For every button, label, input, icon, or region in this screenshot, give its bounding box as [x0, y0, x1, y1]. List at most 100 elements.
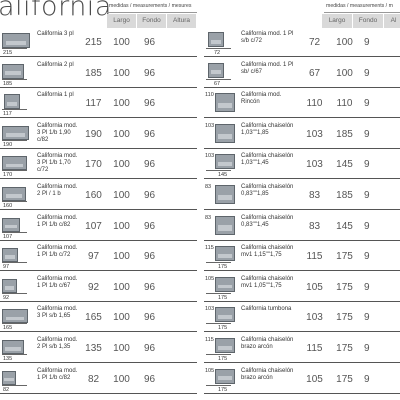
- sofa-icon: [2, 125, 29, 140]
- value-fondo: 100: [107, 303, 135, 332]
- model-name: California mod. 1 Pl s/b c/72: [237, 28, 299, 56]
- model-name: California mod. 3 Pl s/b 1,65: [33, 303, 79, 332]
- value-altura: 96: [135, 89, 163, 118]
- table-row: 97 California mod. 1 Pl 1/b c/72 97 100 96: [0, 242, 197, 272]
- sofa-thumbnail: 165: [0, 303, 33, 331]
- value-fondo: 145: [329, 211, 359, 240]
- sofa-icon: [215, 246, 235, 262]
- model-name: California mod. 1 Pl 1/b c/82: [33, 211, 79, 240]
- value-fondo: 100: [107, 364, 135, 393]
- model-name: California chaiselón mv1 1,05""1,75: [237, 272, 299, 301]
- width-dimension-line: [2, 231, 27, 233]
- thumb-width-label: 175: [218, 386, 228, 393]
- sofa-icon: [215, 338, 235, 353]
- value-fondo: 100: [107, 334, 135, 362]
- sofa-icon: [208, 62, 224, 78]
- model-name: California mod. 1 Pl 1/b c/82: [33, 364, 79, 393]
- sofa-thumbnail: 82: [0, 365, 33, 393]
- value-largo: 83: [299, 211, 329, 240]
- table-row: 175 115 California chaiselón mv1 1,15""1,7…: [204, 242, 400, 272]
- value-largo: 103: [299, 303, 329, 332]
- width-dimension-line: [206, 323, 231, 325]
- sofa-thumbnail: 92: [0, 273, 33, 301]
- value-altura: 96: [135, 364, 163, 393]
- model-name: California 1 pl: [33, 89, 79, 118]
- model-name: California mod. 1 Pl 1/b c/67: [33, 272, 79, 301]
- value-largo: 105: [299, 364, 329, 393]
- thumb-width-label: 67: [214, 80, 221, 87]
- thumb-width-label: 185: [3, 80, 13, 87]
- width-dimension-line: [206, 354, 231, 355]
- value-largo: 160: [79, 181, 107, 209]
- thumb-width-label: 215: [3, 50, 13, 56]
- sofa-thumbnail: 145 103: [204, 150, 237, 178]
- table-row: 92 California mod. 1 Pl 1/b c/67 92 100 96: [0, 272, 197, 302]
- col-largo: Largo: [107, 14, 137, 28]
- value-largo: 115: [299, 334, 329, 362]
- sofa-thumbnail: 97: [0, 242, 33, 270]
- value-largo: 107: [79, 211, 107, 240]
- thumb-depth-label: 103: [205, 153, 215, 160]
- sofa-thumbnail: 175 105: [204, 273, 237, 301]
- col-largo-right: Largo: [322, 14, 353, 28]
- table-row: 135 California mod. 2 Pl s/b 1,35 135 100 96: [0, 334, 197, 363]
- width-dimension-line: [206, 262, 231, 264]
- width-dimension-line: [2, 139, 27, 141]
- sofa-icon: [4, 94, 20, 110]
- sofa-icon: [2, 340, 24, 354]
- value-fondo: 100: [107, 211, 135, 240]
- value-fondo: 100: [107, 58, 135, 87]
- sofa-icon: [208, 32, 224, 47]
- sofa-thumbnail: 72: [204, 28, 237, 56]
- value-altura: 96: [135, 181, 163, 209]
- value-fondo: 100: [107, 242, 135, 271]
- value-largo: 105: [299, 272, 329, 301]
- model-name: California chaiselón 1,03""1,85: [237, 119, 299, 148]
- table-row: 67 California mod. 1 Pl sb/ c/67 67 100 9: [204, 58, 400, 88]
- sofa-thumbnail: 215: [0, 28, 33, 56]
- value-fondo: 100: [329, 28, 359, 56]
- value-fondo: 110: [329, 89, 359, 118]
- page-title: alifornia: [0, 0, 112, 22]
- table-row: 107 California mod. 1 Pl 1/b c/82 107 100 96: [0, 211, 197, 241]
- thumb-depth-label: 83: [205, 214, 212, 221]
- model-name: California tumbona: [237, 303, 299, 332]
- value-fondo: 100: [107, 119, 135, 148]
- sofa-thumbnail: 190: [0, 120, 33, 148]
- model-name: California mod. Rincón: [237, 89, 299, 118]
- value-altura: 96: [135, 119, 163, 148]
- column-headers-left: Largo Fondo Altura: [107, 14, 197, 28]
- value-fondo: 175: [329, 334, 359, 362]
- table-row: 117 California 1 pl 117 100 96: [0, 89, 197, 119]
- value-largo: 92: [79, 272, 107, 301]
- thumb-width-label: 175: [218, 264, 228, 271]
- sofa-icon: [215, 185, 235, 204]
- thumb-width-label: 92: [3, 294, 10, 301]
- model-name: California mod. 1 Pl sb/ c/67: [237, 58, 299, 87]
- sofa-icon: [215, 276, 235, 292]
- table-row: 175 115 California chaiselón brazo arcón 11…: [204, 334, 400, 363]
- table-row: 170 California mod. 3 Pl 1/b 1,70 c/72 170…: [0, 150, 197, 180]
- sofa-thumbnail: 67: [204, 59, 237, 87]
- sofa-icon: [2, 187, 26, 201]
- sofa-thumbnail: 110: [204, 89, 237, 117]
- value-largo: 190: [79, 119, 107, 148]
- thumb-width-label: 175: [218, 356, 228, 362]
- sofa-thumbnail: 175 115: [204, 334, 237, 362]
- table-row: 160 California mod. 2 Pl / 1 b 160 100 96: [0, 181, 197, 210]
- value-fondo: 100: [107, 150, 135, 179]
- sofa-icon: [215, 215, 235, 235]
- value-fondo: 185: [329, 119, 359, 148]
- value-largo: 117: [79, 89, 107, 118]
- col-fondo: Fondo: [137, 14, 167, 28]
- thumb-width-label: 72: [214, 50, 221, 56]
- value-largo: 83: [299, 181, 329, 209]
- value-fondo: 100: [107, 89, 135, 118]
- table-row: 175 103 California tumbona 103 175 9: [204, 303, 400, 333]
- model-name: California chaiselón 1,03""1,45: [237, 150, 299, 179]
- sofa-thumbnail: 135: [0, 334, 33, 362]
- sofa-icon: [2, 33, 30, 48]
- width-dimension-line: [2, 201, 27, 202]
- thumb-width-label: 82: [3, 386, 10, 393]
- sofa-icon: [215, 93, 235, 113]
